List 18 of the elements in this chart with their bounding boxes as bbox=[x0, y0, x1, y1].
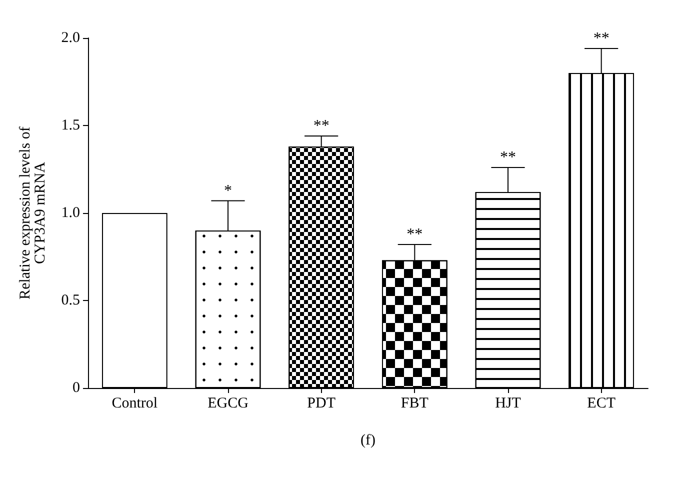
annotation: ** bbox=[313, 118, 330, 134]
x-tick-label: FBT bbox=[400, 396, 428, 412]
x-tick-label: ECT bbox=[587, 396, 616, 412]
x-tick-label: Control bbox=[112, 396, 158, 412]
x-tick-label: EGCG bbox=[208, 396, 249, 412]
annotation: ** bbox=[406, 226, 423, 243]
y-tick-label: 0 bbox=[72, 380, 80, 396]
y-tick-label: 1.5 bbox=[61, 118, 80, 134]
y-axis-title: Relative expression levels of CYP3A9 mRNA bbox=[18, 126, 48, 300]
annotation: * bbox=[224, 182, 232, 200]
y-tick-label: 1.0 bbox=[61, 205, 80, 221]
y-tick-label: 0.5 bbox=[61, 292, 80, 308]
x-axis-title: (f) bbox=[360, 432, 376, 448]
x-tick-label: HJT bbox=[495, 396, 521, 412]
x-tick-label: PDT bbox=[307, 396, 336, 412]
annotation: ** bbox=[593, 30, 610, 47]
y-tick-label: 2.0 bbox=[61, 30, 80, 46]
annotation: ** bbox=[500, 149, 516, 166]
